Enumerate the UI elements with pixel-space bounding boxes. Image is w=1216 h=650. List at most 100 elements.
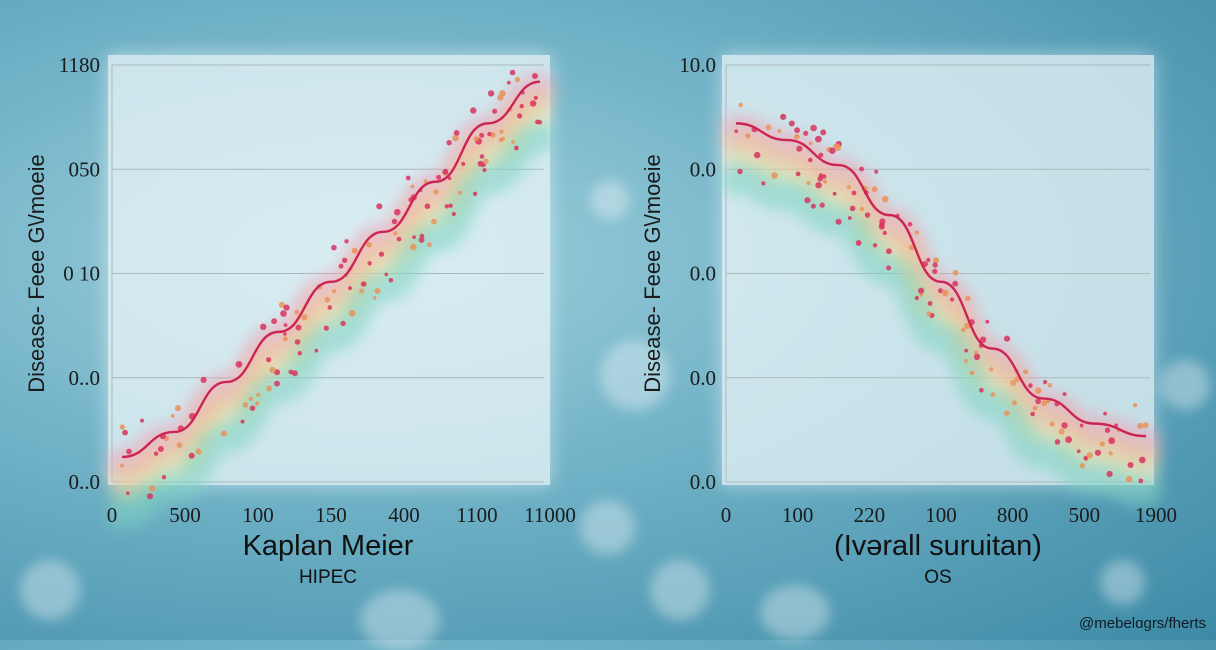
scatter-point xyxy=(482,168,487,173)
band-teal xyxy=(721,164,1161,508)
scatter-point xyxy=(472,191,478,196)
scatter-point xyxy=(487,90,495,97)
scatter-point xyxy=(242,402,249,408)
scatter-point xyxy=(1108,451,1113,456)
scatter-point xyxy=(788,120,795,127)
scatter-point xyxy=(738,102,743,108)
scatter-point xyxy=(410,243,417,251)
scatter-point xyxy=(1083,455,1088,461)
scatter-point xyxy=(405,175,411,181)
scatter-point xyxy=(950,297,955,302)
scatter-point xyxy=(821,174,827,179)
scatter-point xyxy=(274,369,281,376)
scatter-point xyxy=(419,233,425,239)
scatter-point xyxy=(457,190,462,195)
scatter-point xyxy=(479,132,485,138)
scatter-point xyxy=(1106,470,1113,478)
bokeh-light xyxy=(590,180,630,220)
scatter-point xyxy=(499,129,504,134)
scatter-point xyxy=(248,396,253,401)
scatter-point xyxy=(855,240,862,246)
scatter-point xyxy=(1138,478,1144,484)
scatter-point xyxy=(1137,422,1144,429)
scatter-point xyxy=(964,348,969,353)
scatter-point xyxy=(195,448,202,455)
scatter-point xyxy=(254,401,260,406)
scatter-point xyxy=(907,222,913,227)
scatter-point xyxy=(477,160,484,167)
scatter-point xyxy=(140,418,144,423)
scatter-point xyxy=(351,247,358,254)
y-tick-label: 050 xyxy=(69,157,101,181)
scatter-point xyxy=(932,262,938,268)
scatter-point xyxy=(332,289,337,294)
scatter-point xyxy=(278,301,285,308)
scatter-point xyxy=(249,405,256,411)
scatter-point xyxy=(431,218,437,225)
chart-right: 10.00.00.00.00.00 100 220 100 800 500 1900Dise… xyxy=(640,53,1177,527)
scatter-point xyxy=(1041,400,1047,407)
scatter-point xyxy=(1142,422,1149,428)
x-tick-label: 500 xyxy=(1069,503,1101,527)
scatter-point xyxy=(324,296,331,303)
scatter-point xyxy=(1047,382,1053,388)
scatter-point xyxy=(366,241,372,248)
scatter-point xyxy=(442,168,449,175)
series-line xyxy=(735,122,1147,438)
y-tick-label: 0..0 xyxy=(69,366,101,390)
scatter-point xyxy=(1035,398,1041,405)
scatter-point xyxy=(344,239,349,244)
scatter-point xyxy=(765,124,772,131)
scatter-point xyxy=(1043,380,1048,385)
x-tick-label: 0 xyxy=(721,503,732,527)
x-tick-label: 220 xyxy=(854,503,886,527)
scatter-point xyxy=(473,136,479,142)
scatter-point xyxy=(372,296,377,300)
scatter-point xyxy=(808,157,813,163)
scatter-point xyxy=(974,350,979,355)
scatter-point xyxy=(396,236,402,242)
scatter-point xyxy=(829,147,836,154)
scatter-point xyxy=(1030,411,1035,417)
scatter-point xyxy=(157,446,164,452)
scatter-point xyxy=(918,287,925,294)
scatter-point xyxy=(297,351,302,356)
scatter-point xyxy=(1065,436,1072,443)
scatter-point xyxy=(1125,475,1133,483)
scatter-point xyxy=(174,405,181,412)
scatter-point xyxy=(771,172,778,179)
scatter-point xyxy=(1086,452,1094,459)
x-tick-label: 800 xyxy=(997,503,1029,527)
scatter-point xyxy=(777,129,782,133)
scatter-point xyxy=(952,280,959,287)
chart-right-title: (Ivərall suruitan) xyxy=(834,530,1042,562)
scatter-point xyxy=(359,288,365,294)
scatter-point xyxy=(832,191,837,196)
credit-text: @mebelɑgrs/fherts xyxy=(1079,615,1206,632)
scatter-point xyxy=(376,203,383,210)
series-line xyxy=(121,80,541,459)
scatter-point xyxy=(378,251,385,257)
bokeh-light xyxy=(1160,360,1210,410)
scatter-point xyxy=(483,158,489,165)
scatter-point xyxy=(1028,383,1033,388)
scatter-point xyxy=(914,295,919,301)
scatter-point xyxy=(795,171,801,177)
bokeh-light xyxy=(650,560,710,620)
scatter-point xyxy=(914,230,920,235)
scatter-point xyxy=(161,475,167,480)
scatter-point xyxy=(147,493,153,500)
bokeh-light xyxy=(600,340,670,410)
scatter-point xyxy=(881,195,889,203)
scatter-point xyxy=(418,237,425,243)
scatter-point xyxy=(1004,410,1010,416)
scatter-point xyxy=(235,361,243,368)
scatter-point xyxy=(817,176,823,182)
scatter-point xyxy=(283,323,288,327)
scatter-point xyxy=(453,130,460,136)
scatter-point xyxy=(424,203,431,209)
scatter-point xyxy=(271,318,277,325)
scatter-point xyxy=(153,451,159,456)
band-orange xyxy=(723,132,1159,472)
